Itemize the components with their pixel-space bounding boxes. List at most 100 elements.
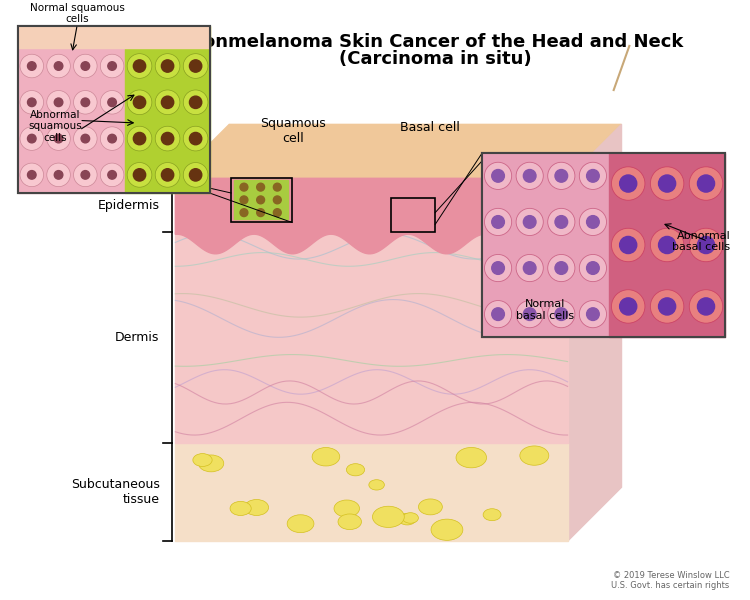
Circle shape	[100, 127, 124, 151]
Circle shape	[74, 54, 97, 78]
Text: © 2019 Terese Winslow LLC
U.S. Govt. has certain rights: © 2019 Terese Winslow LLC U.S. Govt. has…	[611, 571, 730, 590]
Ellipse shape	[338, 514, 362, 530]
Circle shape	[81, 170, 89, 179]
Circle shape	[524, 215, 536, 228]
Circle shape	[689, 228, 723, 262]
Circle shape	[28, 62, 36, 70]
Bar	[19, 26, 210, 193]
Circle shape	[28, 170, 36, 179]
Bar	[234, 180, 288, 220]
Bar	[609, 153, 725, 337]
Circle shape	[524, 262, 536, 274]
Circle shape	[240, 196, 248, 204]
Circle shape	[484, 301, 512, 328]
Circle shape	[548, 162, 575, 190]
Circle shape	[54, 98, 63, 107]
Circle shape	[190, 96, 202, 109]
Ellipse shape	[230, 502, 251, 515]
Bar	[19, 26, 125, 193]
Circle shape	[161, 133, 174, 145]
Circle shape	[54, 134, 63, 143]
Bar	[19, 26, 210, 193]
Circle shape	[658, 298, 676, 315]
Circle shape	[20, 54, 44, 78]
Ellipse shape	[398, 513, 416, 525]
Circle shape	[256, 209, 265, 217]
Circle shape	[128, 126, 152, 151]
Circle shape	[586, 215, 599, 228]
Ellipse shape	[244, 499, 268, 515]
Circle shape	[108, 170, 116, 179]
Ellipse shape	[334, 500, 359, 517]
Ellipse shape	[456, 448, 487, 468]
Polygon shape	[568, 124, 622, 541]
Text: Dermis: Dermis	[116, 331, 160, 344]
Bar	[231, 178, 292, 223]
Circle shape	[492, 215, 505, 228]
Circle shape	[74, 127, 97, 151]
Circle shape	[183, 163, 208, 187]
Bar	[482, 153, 725, 337]
Circle shape	[190, 169, 202, 181]
Bar	[176, 443, 568, 541]
Text: Nonmelanoma Skin Cancer of the Head and Neck: Nonmelanoma Skin Cancer of the Head and …	[188, 33, 683, 51]
Circle shape	[46, 127, 70, 151]
Bar	[125, 26, 210, 193]
Circle shape	[81, 134, 89, 143]
Ellipse shape	[373, 506, 404, 527]
Circle shape	[54, 62, 63, 70]
Ellipse shape	[369, 479, 384, 490]
Circle shape	[108, 98, 116, 107]
Circle shape	[586, 262, 599, 274]
Ellipse shape	[419, 499, 442, 515]
Bar	[19, 26, 210, 48]
Circle shape	[548, 208, 575, 236]
Circle shape	[161, 169, 174, 181]
Circle shape	[548, 254, 575, 281]
Circle shape	[274, 183, 281, 191]
Ellipse shape	[520, 446, 549, 465]
Text: Normal
basal cells: Normal basal cells	[517, 299, 574, 320]
Circle shape	[484, 208, 512, 236]
Ellipse shape	[287, 515, 314, 533]
Circle shape	[555, 308, 568, 320]
Circle shape	[516, 301, 543, 328]
Polygon shape	[176, 178, 568, 254]
Circle shape	[155, 53, 180, 79]
Polygon shape	[176, 124, 622, 178]
Circle shape	[128, 90, 152, 115]
Circle shape	[46, 163, 70, 187]
Circle shape	[46, 91, 70, 114]
Text: Abnormal
basal cells: Abnormal basal cells	[672, 230, 730, 252]
Circle shape	[689, 290, 723, 323]
Circle shape	[516, 254, 543, 281]
Ellipse shape	[346, 464, 364, 476]
Circle shape	[650, 228, 684, 262]
Circle shape	[134, 133, 146, 145]
Circle shape	[54, 170, 63, 179]
Circle shape	[492, 262, 505, 274]
Text: Basal cell: Basal cell	[400, 121, 460, 134]
Circle shape	[484, 254, 512, 281]
Circle shape	[611, 290, 645, 323]
Ellipse shape	[483, 509, 501, 521]
Circle shape	[658, 175, 676, 192]
Circle shape	[161, 96, 174, 109]
Circle shape	[555, 215, 568, 228]
Circle shape	[190, 60, 202, 72]
Circle shape	[256, 183, 265, 191]
Circle shape	[20, 127, 44, 151]
Circle shape	[698, 298, 715, 315]
Circle shape	[74, 91, 97, 114]
Circle shape	[74, 163, 97, 187]
Ellipse shape	[199, 455, 223, 472]
Circle shape	[620, 236, 637, 254]
Circle shape	[579, 254, 607, 281]
Circle shape	[183, 126, 208, 151]
Circle shape	[586, 170, 599, 182]
Ellipse shape	[193, 454, 212, 466]
Circle shape	[155, 163, 180, 187]
Circle shape	[620, 175, 637, 192]
Circle shape	[516, 208, 543, 236]
Ellipse shape	[312, 448, 340, 466]
